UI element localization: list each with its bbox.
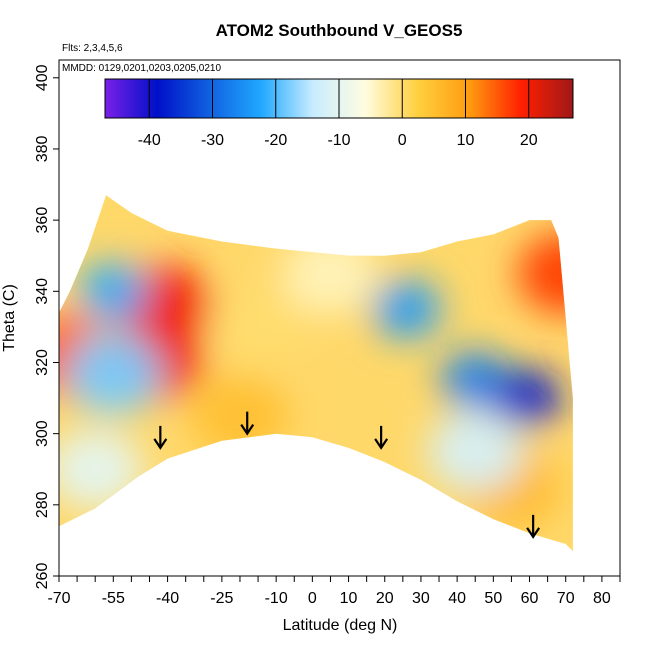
- down-arrow-marker: [240, 411, 255, 436]
- heatmap-feature: [59, 428, 144, 511]
- x-tick-label: -40: [156, 590, 179, 607]
- heatmap-feature: [191, 375, 288, 457]
- colorbar-tick-label: -20: [264, 132, 287, 149]
- colorbar-tick-label: 20: [520, 132, 538, 149]
- x-tick-label: 80: [593, 590, 611, 607]
- colorbar: -40 -30 -20 -10 0 10 20: [104, 78, 574, 149]
- axes: -70 -55 -40 -25 -10 0 10 20 30 40 50 60 70 80 260 280 30…: [34, 64, 621, 607]
- down-arrow-marker: [374, 425, 389, 450]
- flights-annotation: Flts: 2,3,4,5,6: [62, 43, 123, 54]
- x-tick-label: -55: [102, 590, 125, 607]
- x-tick-label: -25: [210, 590, 233, 607]
- down-arrow-marker: [526, 514, 541, 539]
- y-tick-label: 360: [34, 207, 51, 234]
- heatmap-feature: [65, 332, 162, 414]
- y-tick-label: 320: [34, 349, 51, 376]
- x-tick-label: 40: [448, 590, 466, 607]
- heatmap-feature: [491, 369, 560, 427]
- x-tick-label: 60: [521, 590, 539, 607]
- x-tick-label: 30: [412, 590, 430, 607]
- plot-frame: [58, 59, 621, 577]
- x-tick-label: -10: [265, 590, 288, 607]
- y-tick-label: 400: [34, 64, 51, 91]
- arrow-markers: [153, 411, 541, 539]
- y-tick-label: 380: [34, 136, 51, 163]
- chart-title: ATOM2 Southbound V_GEOS5: [216, 21, 463, 40]
- y-tick-label: 260: [34, 563, 51, 590]
- heatmap-feature: [372, 280, 441, 339]
- colorbar-tick-label: -40: [138, 132, 161, 149]
- y-axis-label: Theta (C): [1, 284, 18, 352]
- x-axis-label: Latitude (deg N): [283, 617, 398, 634]
- colorbar-tick-label: 10: [457, 132, 475, 149]
- x-tick-label: 10: [340, 590, 358, 607]
- heatmap-feature: [517, 232, 573, 315]
- x-tick-label: 70: [557, 590, 575, 607]
- heatmap-feature: [210, 286, 307, 368]
- colorbar-tick-label: 0: [398, 132, 407, 149]
- x-tick-label: 50: [484, 590, 502, 607]
- x-tick-label: 20: [376, 590, 394, 607]
- x-tick-label: 0: [308, 590, 317, 607]
- heatmap-feature: [282, 232, 379, 315]
- y-tick-label: 300: [34, 420, 51, 447]
- down-arrow-marker: [153, 425, 168, 450]
- dates-annotation: MMDD: 0129,0201,0203,0205,0210: [62, 63, 221, 74]
- y-tick-label: 280: [34, 491, 51, 518]
- heatmap-feature: [427, 410, 524, 493]
- colorbar-tick-label: -30: [201, 132, 224, 149]
- plot-area: [59, 195, 573, 552]
- heatmap-feature: [79, 262, 148, 321]
- x-tick-label: -70: [47, 590, 70, 607]
- colorbar-tick-label: -10: [327, 132, 350, 149]
- y-tick-label: 340: [34, 278, 51, 305]
